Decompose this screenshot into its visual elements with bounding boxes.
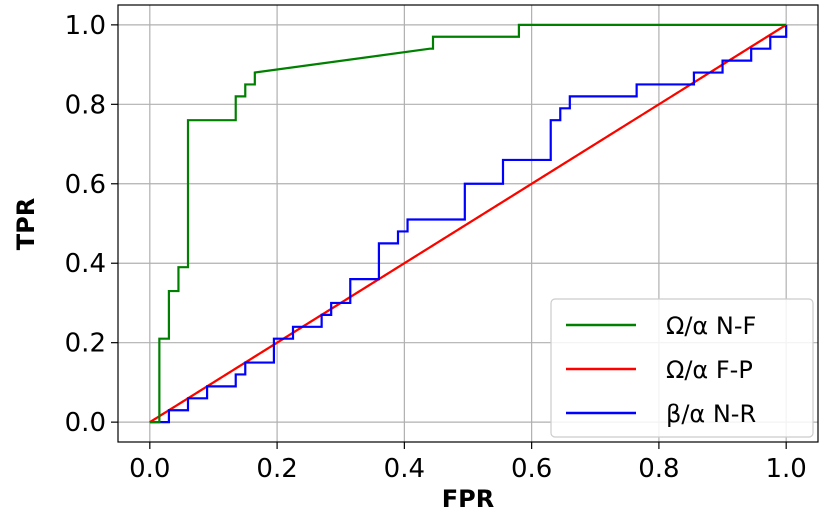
series-lines	[149, 23, 788, 424]
x-tick-label: 0.0	[129, 454, 170, 484]
x-tick-label: 0.2	[256, 454, 297, 484]
y-tick-label: 0.4	[65, 249, 106, 279]
y-ticks: 0.0 0.2 0.4 0.6 0.8 1.0	[65, 11, 118, 438]
x-tick-label: 1.0	[766, 454, 807, 484]
x-tick-label: 0.4	[384, 454, 425, 484]
x-ticks: 0.0 0.2 0.4 0.6 0.8 1.0	[129, 442, 807, 484]
legend-label: Ω/α N-F	[666, 312, 756, 340]
y-tick-label: 0.6	[65, 170, 106, 200]
legend-box	[550, 298, 814, 438]
y-tick-label: 0.8	[65, 90, 106, 120]
y-axis-label: TPR	[12, 198, 40, 250]
y-tick-label: 1.0	[65, 11, 106, 41]
y-tick-label: 0.2	[65, 329, 106, 359]
y-tick-label: 0.0	[65, 408, 106, 438]
legend-label: Ω/α F-P	[666, 356, 753, 384]
series-line-1	[149, 23, 787, 424]
x-axis-label: FPR	[442, 485, 494, 513]
legend-label: β/α N-R	[666, 400, 756, 428]
series-line-2	[149, 24, 788, 424]
series-line-0	[149, 23, 787, 424]
legend: Ω/α N-F Ω/α F-P β/α N-R	[550, 298, 814, 438]
plot-frame	[117, 4, 819, 443]
x-tick-label: 0.6	[511, 454, 552, 484]
x-tick-label: 0.8	[638, 454, 679, 484]
